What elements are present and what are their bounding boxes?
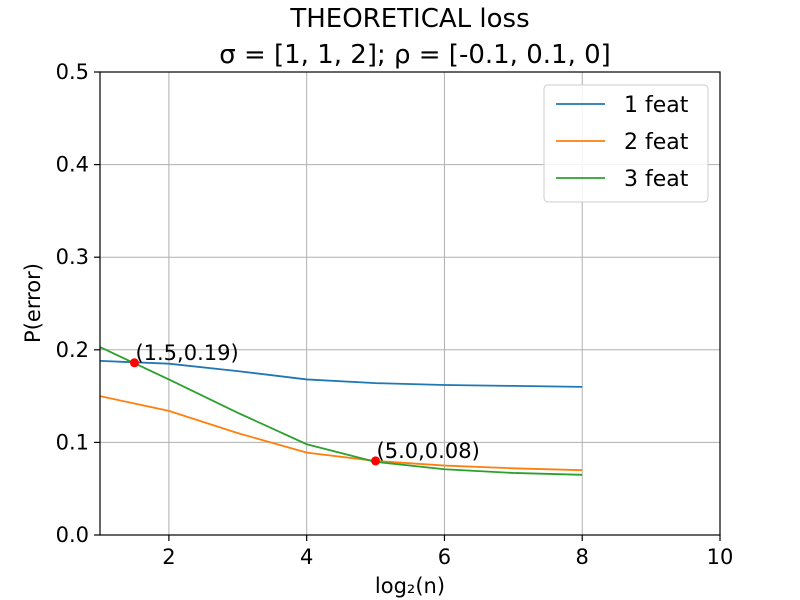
chart-title-line2: σ = [1, 1, 2]; ρ = [-0.1, 0.1, 0] <box>219 40 611 70</box>
legend: 1 feat 2 feat 3 feat <box>543 84 709 203</box>
y-tick-label: 0.5 <box>56 60 89 84</box>
x-tick-label: 2 <box>162 545 175 569</box>
annotations: (1.5,0.19) (5.0,0.08) <box>129 341 480 466</box>
y-tick-label: 0.0 <box>56 523 89 547</box>
plot-frame <box>99 71 721 536</box>
y-tick-label: 0.3 <box>56 245 89 269</box>
y-tick-label: 0.2 <box>56 338 89 362</box>
legend-label-3: 3 feat <box>624 167 689 192</box>
x-tick-label: 4 <box>300 545 313 569</box>
x-axis-label: log₂(n) <box>375 574 445 598</box>
x-tick-label: 6 <box>438 545 451 569</box>
y-tick-label: 0.1 <box>56 430 89 454</box>
legend-box <box>543 84 709 203</box>
series-line-2 <box>99 395 583 472</box>
y-axis-label: P(error) <box>21 263 45 343</box>
series-line-1 <box>99 360 583 388</box>
legend-label-1: 1 feat <box>624 93 689 118</box>
y-axis-ticks: 0.0 0.1 0.2 0.3 0.4 0.5 <box>56 60 100 547</box>
chart-title-line1: THEORETICAL loss <box>289 4 529 34</box>
annotation-label-1: (1.5,0.19) <box>135 341 238 365</box>
series-lines <box>99 346 583 476</box>
series-line-3 <box>99 346 583 476</box>
x-tick-label: 8 <box>576 545 589 569</box>
annotation-point-1 <box>129 358 139 368</box>
annotation-point-2 <box>371 456 381 466</box>
legend-label-2: 2 feat <box>624 130 689 155</box>
x-axis-ticks: 2 4 6 8 10 <box>162 535 733 569</box>
x-tick-label: 10 <box>707 545 734 569</box>
annotation-label-2: (5.0,0.08) <box>377 439 480 463</box>
y-tick-label: 0.4 <box>56 153 89 177</box>
